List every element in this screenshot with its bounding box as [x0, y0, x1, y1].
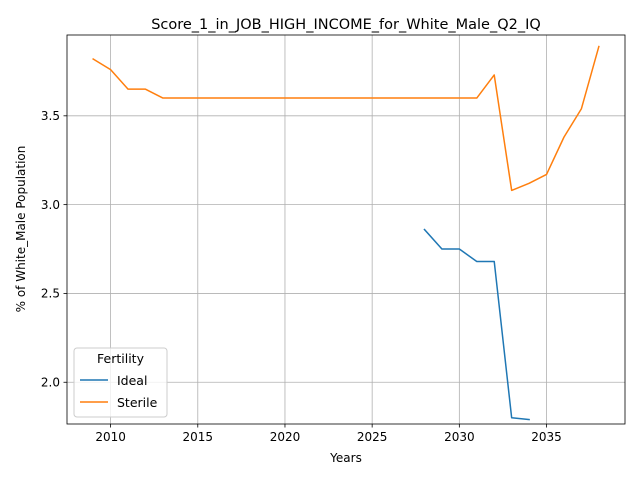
legend-box	[73, 347, 168, 418]
plot-frame	[66, 34, 626, 425]
series-lines	[92, 45, 600, 421]
x-tick-label: 2020	[270, 430, 301, 444]
legend: Fertility Ideal Sterile	[73, 347, 168, 418]
y-tick-label: 2.0	[41, 376, 60, 390]
x-tick-label: 2035	[531, 430, 562, 444]
x-tick-label: 2015	[183, 430, 214, 444]
series-line-sterile	[92, 45, 600, 192]
axis-ticks: 2010 2015 2020 2025 2030 2035 2.0 2.5 3.0 3.5	[41, 109, 562, 444]
legend-label-sterile: Sterile	[117, 395, 158, 410]
series-line-ideal	[423, 228, 530, 421]
y-axis-label: % of White_Male Population	[14, 146, 28, 313]
x-tick-label: 2010	[95, 430, 126, 444]
y-tick-label: 3.0	[41, 198, 60, 212]
x-axis-label: Years	[329, 451, 362, 465]
x-tick-label: 2030	[444, 430, 475, 444]
chart-title: Score_1_in_JOB_HIGH_INCOME_for_White_Mal…	[151, 17, 541, 33]
x-tick-label: 2025	[357, 430, 388, 444]
y-tick-label: 2.5	[41, 287, 60, 301]
legend-title: Fertility	[97, 351, 145, 366]
legend-label-ideal: Ideal	[117, 373, 147, 388]
y-tick-label: 3.5	[41, 109, 60, 123]
